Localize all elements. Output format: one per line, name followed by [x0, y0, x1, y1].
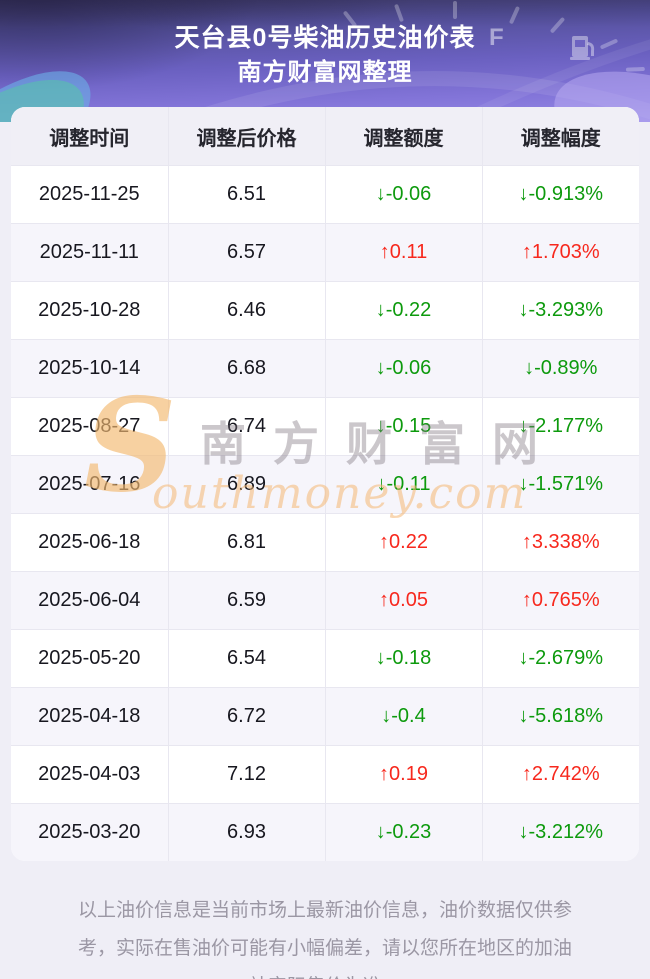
table-row: 2025-07-16 6.89 ↓-0.11 ↓-1.571% — [11, 455, 639, 514]
cell-date: 2025-04-03 — [11, 745, 168, 804]
column-header-price: 调整后价格 — [167, 107, 325, 166]
cell-change: ↓-0.06 — [324, 339, 482, 398]
header-row: 调整时间 调整后价格 调整额度 调整幅度 — [11, 107, 639, 166]
cell-price: 6.57 — [167, 223, 325, 282]
table-row: 2025-11-11 6.57 ↑0.11 ↑1.703% — [11, 223, 639, 282]
cell-price: 6.51 — [167, 165, 325, 224]
banner-text: 天台县0号柴油历史油价表 南方财富网整理 — [0, 0, 650, 90]
price-table: 调整时间 调整后价格 调整额度 调整幅度 2025-11-25 6.51 ↓-0… — [11, 107, 639, 861]
cell-date: 2025-03-20 — [11, 803, 168, 861]
page-title: 天台县0号柴油历史油价表 — [174, 24, 476, 52]
cell-price: 6.54 — [167, 629, 325, 688]
cell-price: 6.46 — [167, 281, 325, 340]
cell-change: ↓-0.22 — [324, 281, 482, 340]
cell-pct: ↓-2.177% — [481, 397, 639, 456]
cell-pct: ↓-1.571% — [481, 455, 639, 514]
cell-pct: ↓-0.913% — [481, 165, 639, 224]
cell-change: ↑0.05 — [324, 571, 482, 630]
table-row: 2025-04-03 7.12 ↑0.19 ↑2.742% — [11, 745, 639, 804]
cell-date: 2025-08-27 — [11, 397, 168, 456]
cell-pct: ↓-3.293% — [481, 281, 639, 340]
cell-date: 2025-11-25 — [11, 165, 168, 224]
cell-change: ↑0.22 — [324, 513, 482, 572]
table-row: 2025-06-04 6.59 ↑0.05 ↑0.765% — [11, 571, 639, 630]
cell-change: ↓-0.23 — [324, 803, 482, 861]
cell-price: 6.74 — [167, 397, 325, 456]
footer-disclaimer: 以上油价信息是当前市场上最新油价信息，油价数据仅供参考，实际在售油价可能有小幅偏… — [77, 900, 572, 979]
cell-change: ↓-0.18 — [324, 629, 482, 688]
cell-pct: ↑2.742% — [481, 745, 639, 804]
cell-pct: ↑3.338% — [481, 513, 639, 572]
price-table-head: 调整时间 调整后价格 调整额度 调整幅度 — [11, 107, 639, 166]
table-row: 2025-06-18 6.81 ↑0.22 ↑3.338% — [11, 513, 639, 572]
cell-pct: ↓-3.212% — [481, 803, 639, 861]
cell-date: 2025-06-04 — [11, 571, 168, 630]
cell-pct: ↓-0.89% — [481, 339, 639, 398]
cell-price: 7.12 — [167, 745, 325, 804]
table-row: 2025-10-28 6.46 ↓-0.22 ↓-3.293% — [11, 281, 639, 340]
cell-change: ↓-0.15 — [324, 397, 482, 456]
cell-date: 2025-10-28 — [11, 281, 168, 340]
price-table-card: 调整时间 调整后价格 调整额度 调整幅度 2025-11-25 6.51 ↓-0… — [11, 107, 639, 861]
cell-change: ↓-0.4 — [324, 687, 482, 746]
cell-change: ↑0.11 — [324, 223, 482, 282]
table-row: 2025-08-27 6.74 ↓-0.15 ↓-2.177% — [11, 397, 639, 456]
cell-date: 2025-11-11 — [11, 223, 168, 282]
cell-price: 6.68 — [167, 339, 325, 398]
table-row: 2025-11-25 6.51 ↓-0.06 ↓-0.913% — [11, 165, 639, 224]
cell-date: 2025-10-14 — [11, 339, 168, 398]
cell-price: 6.89 — [167, 455, 325, 514]
header-banner: F 天台县0号柴油历史油价表 南方财富网整理 — [0, 0, 650, 122]
column-header-date: 调整时间 — [11, 107, 168, 166]
cell-change: ↓-0.11 — [324, 455, 482, 514]
cell-date: 2025-04-18 — [11, 687, 168, 746]
cell-date: 2025-05-20 — [11, 629, 168, 688]
cell-date: 2025-06-18 — [11, 513, 168, 572]
cell-pct: ↓-5.618% — [481, 687, 639, 746]
table-row: 2025-04-18 6.72 ↓-0.4 ↓-5.618% — [11, 687, 639, 746]
cell-price: 6.59 — [167, 571, 325, 630]
column-header-change: 调整额度 — [324, 107, 482, 166]
cell-pct: ↑1.703% — [481, 223, 639, 282]
column-header-pct: 调整幅度 — [481, 107, 639, 166]
table-row: 2025-03-20 6.93 ↓-0.23 ↓-3.212% — [11, 803, 639, 861]
cell-pct: ↓-2.679% — [481, 629, 639, 688]
table-row: 2025-10-14 6.68 ↓-0.06 ↓-0.89% — [11, 339, 639, 398]
cell-change: ↑0.19 — [324, 745, 482, 804]
cell-change: ↓-0.06 — [324, 165, 482, 224]
page-subtitle: 南方财富网整理 — [237, 59, 413, 86]
cell-price: 6.81 — [167, 513, 325, 572]
cell-price: 6.72 — [167, 687, 325, 746]
table-row: 2025-05-20 6.54 ↓-0.18 ↓-2.679% — [11, 629, 639, 688]
price-table-body: 2025-11-25 6.51 ↓-0.06 ↓-0.913% 2025-11-… — [11, 165, 639, 861]
cell-price: 6.93 — [167, 803, 325, 861]
cell-pct: ↑0.765% — [481, 571, 639, 630]
cell-date: 2025-07-16 — [11, 455, 168, 514]
